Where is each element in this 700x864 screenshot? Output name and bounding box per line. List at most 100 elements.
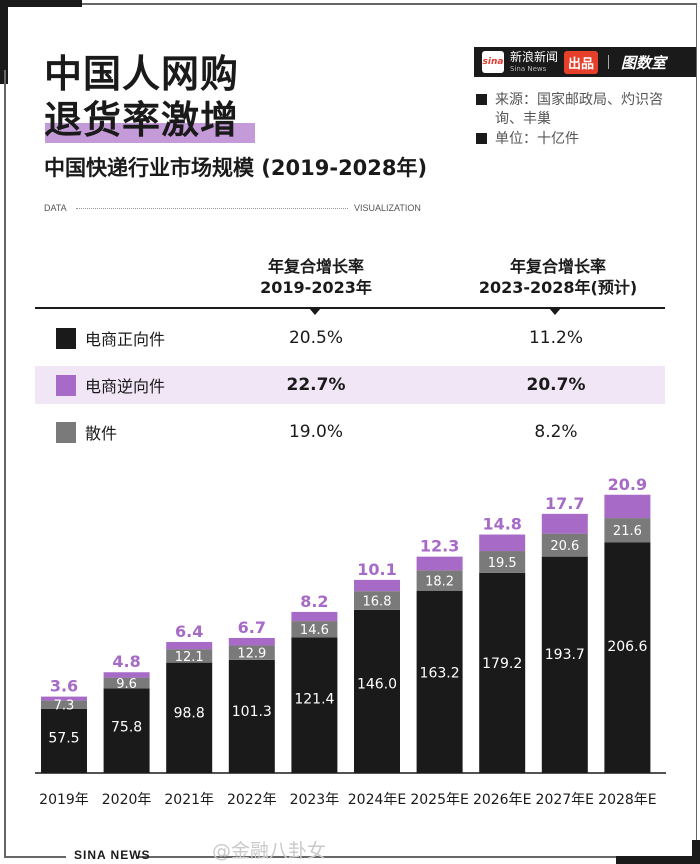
cagr-value: 19.0% [288, 422, 343, 442]
frame-line [695, 3, 697, 849]
data-label-return: 6.7 [238, 618, 266, 637]
data-label-loose: 12.1 [175, 650, 204, 665]
cagr-value: 22.7% [286, 375, 346, 395]
dotted-divider [76, 208, 348, 209]
x-tick-label: 2025年E [410, 792, 468, 808]
bar-segment-forward [291, 637, 338, 773]
bar-segment-return [479, 534, 526, 552]
bar-segment-loose [416, 570, 463, 591]
source-text-cont: 询、丰巢 [495, 111, 551, 127]
sina-news-footer: SINA NEWS [74, 848, 151, 862]
frame-line [136, 856, 616, 858]
data-label-forward: 179.2 [482, 656, 522, 672]
cagr-value: 20.7% [526, 375, 586, 395]
table-header-cagr-2019-2023: 年复合增长率 2019-2023年 [236, 256, 396, 298]
data-label-return: 17.7 [545, 494, 584, 513]
cagr-value: 8.2% [534, 422, 578, 442]
cagr-value: 20.5% [288, 328, 343, 348]
table-row: 散件 19.0% 8.2% [35, 413, 665, 451]
x-tick-label: 2028年E [598, 792, 656, 808]
x-tick-label: 2021年 [164, 792, 214, 808]
header-line2: 2019-2023年 [260, 278, 372, 297]
bullet-square-icon [476, 94, 487, 105]
bar-segment-return [354, 579, 400, 592]
data-label-return: 10.1 [357, 560, 396, 579]
data-label-forward: 98.8 [174, 705, 205, 721]
bar-segment-forward [541, 556, 588, 773]
data-label-return: 12.3 [420, 537, 459, 556]
sina-brand-en: Sina News [510, 64, 547, 73]
frame-line [4, 70, 6, 856]
frame-line [4, 856, 66, 858]
data-label-return: 8.2 [300, 592, 328, 611]
header-line1: 年复合增长率 [509, 257, 606, 276]
x-tick-label: 2024年E [348, 792, 406, 808]
bar-segment-forward [416, 590, 463, 773]
legend-swatch [56, 421, 76, 443]
bullet-square-icon [476, 133, 487, 144]
data-label-return: 14.8 [482, 515, 521, 534]
bar-segment-return [103, 672, 150, 678]
data-label-forward: 75.8 [111, 719, 142, 735]
page-title-line2: 退货率激增 [44, 98, 240, 142]
data-label-forward: 146.0 [357, 676, 397, 692]
table-row: 电商逆向件 22.7% 20.7% [35, 366, 665, 404]
bar-segment-forward [604, 542, 651, 773]
data-label-return: 3.6 [50, 677, 78, 696]
triangle-marker-icon [309, 308, 321, 315]
data-label-loose: 19.5 [488, 556, 517, 571]
brand-bar: sina 新浪新闻 Sina News 出品 图数室 [474, 47, 696, 77]
table-header-cagr-2023-2028: 年复合增长率 2023-2028年(预计) [468, 256, 648, 298]
bar-segment-forward [166, 662, 213, 773]
source-note: 来源：国家邮政局、灼识咨 询、丰巢 [476, 91, 686, 129]
legend-swatch [56, 374, 76, 396]
x-tick-label: 2019年 [39, 792, 89, 808]
data-label-loose: 20.6 [550, 539, 579, 554]
unit-note: 单位：十亿件 [476, 130, 579, 149]
bar-segment-return [41, 696, 87, 701]
data-label-loose: 7.3 [54, 699, 75, 714]
data-label-loose: 18.2 [425, 575, 454, 590]
bar-segment-return [541, 513, 588, 534]
sina-brand: 新浪新闻 Sina News [510, 51, 558, 74]
sina-brand-cn: 新浪新闻 [510, 49, 559, 64]
data-label-forward: 101.3 [232, 704, 272, 720]
data-label-forward: 206.6 [607, 639, 647, 655]
bar-segment-loose [41, 700, 87, 709]
frame-line [82, 3, 697, 5]
page-title-line1: 中国人网购 [44, 52, 240, 96]
triangle-marker-icon [549, 308, 561, 315]
bar-segment-forward [354, 609, 400, 773]
frame-corner [692, 840, 700, 864]
bar-segment-loose [541, 533, 588, 557]
data-label-forward: 121.4 [294, 691, 334, 707]
row-label: 电商逆向件 [85, 377, 166, 396]
chart-subtitle: 中国快递行业市场规模 (2019-2028年) [44, 156, 428, 180]
data-label-forward: 163.2 [420, 666, 460, 682]
bar-segment-forward [103, 688, 150, 773]
frame-corner [616, 856, 700, 864]
x-tick-label: 2023年 [290, 792, 340, 808]
data-label-forward: 57.5 [48, 731, 79, 747]
bar-segment-loose [479, 551, 526, 573]
data-label-return: 20.9 [608, 475, 647, 494]
stacked-bar-chart: 57.5 7.3 3.6 2019年 75.8 9.6 4.8 2020年 98.8 12.1 6.… [35, 475, 666, 808]
frame-corner [0, 0, 82, 7]
unit-text: 单位：十亿件 [495, 131, 579, 147]
bar-segment-return [166, 641, 213, 650]
x-tick-label: 2020年 [102, 792, 152, 808]
bar-segment-loose [103, 677, 150, 689]
bar-segment-forward [41, 708, 87, 773]
data-label: DATA [44, 203, 67, 213]
data-label-forward: 193.7 [545, 647, 585, 663]
frame-corner [0, 0, 8, 84]
visualization-label: VISUALIZATION [354, 203, 421, 213]
x-tick-label: 2022年 [227, 792, 277, 808]
x-tick-label: 2027年E [536, 792, 594, 808]
x-tick-label: 2026年E [473, 792, 531, 808]
row-label: 电商正向件 [85, 330, 166, 349]
data-label-loose: 12.9 [237, 647, 266, 662]
bar-segment-return [604, 494, 651, 519]
source-text: 来源：国家邮政局、灼识咨 [495, 92, 663, 108]
produced-badge: 出品 [564, 50, 599, 74]
